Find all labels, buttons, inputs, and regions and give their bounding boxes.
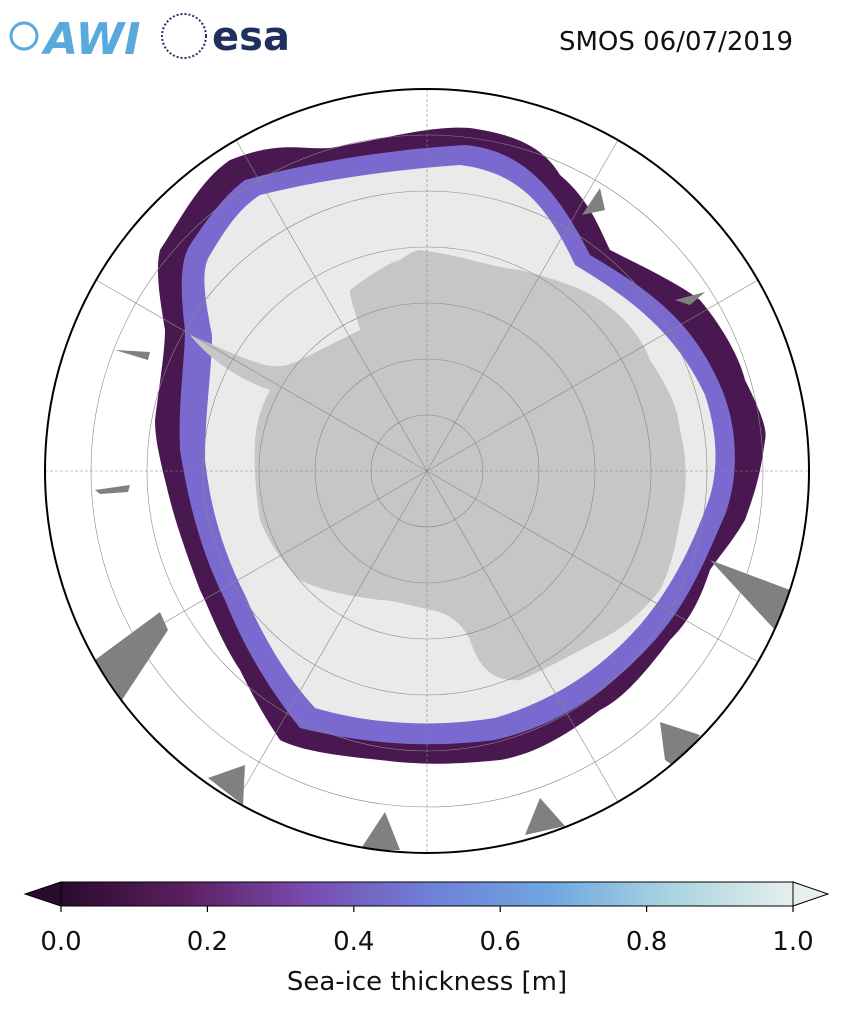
colorbar: Sea-ice thickness [m] 0.0 0.2 0.4 0.6 0.8 1.0 — [23, 881, 830, 997]
awi-globe — [9, 21, 39, 51]
land-patches — [95, 188, 790, 850]
esa-logo: esa — [212, 14, 290, 60]
colorbar-tick-label: 0.6 — [480, 927, 521, 957]
colorbar-label: Sea-ice thickness [m] — [287, 967, 567, 997]
title: SMOS 06/07/2019 — [559, 27, 793, 57]
colorbar-tick-label: 1.0 — [772, 927, 813, 957]
esa-globe — [161, 13, 207, 59]
map-frame — [44, 88, 810, 854]
colorbar-tick-label: 0.2 — [187, 927, 228, 957]
awi-logo: AWI — [41, 14, 141, 65]
colorbar-tick-label: 0.0 — [40, 927, 81, 957]
graticule — [45, 89, 809, 853]
header: AWI esa SMOS 06/07/2019 — [9, 13, 793, 65]
colorbar-tick-label: 0.4 — [333, 927, 374, 957]
antarctica — [190, 250, 686, 681]
colorbar-tick-label: 0.8 — [626, 927, 667, 957]
map — [45, 89, 809, 853]
colorbar-extend-high — [792, 881, 830, 907]
colorbar-extend-low — [23, 881, 62, 907]
colorbar-scale — [60, 881, 794, 907]
